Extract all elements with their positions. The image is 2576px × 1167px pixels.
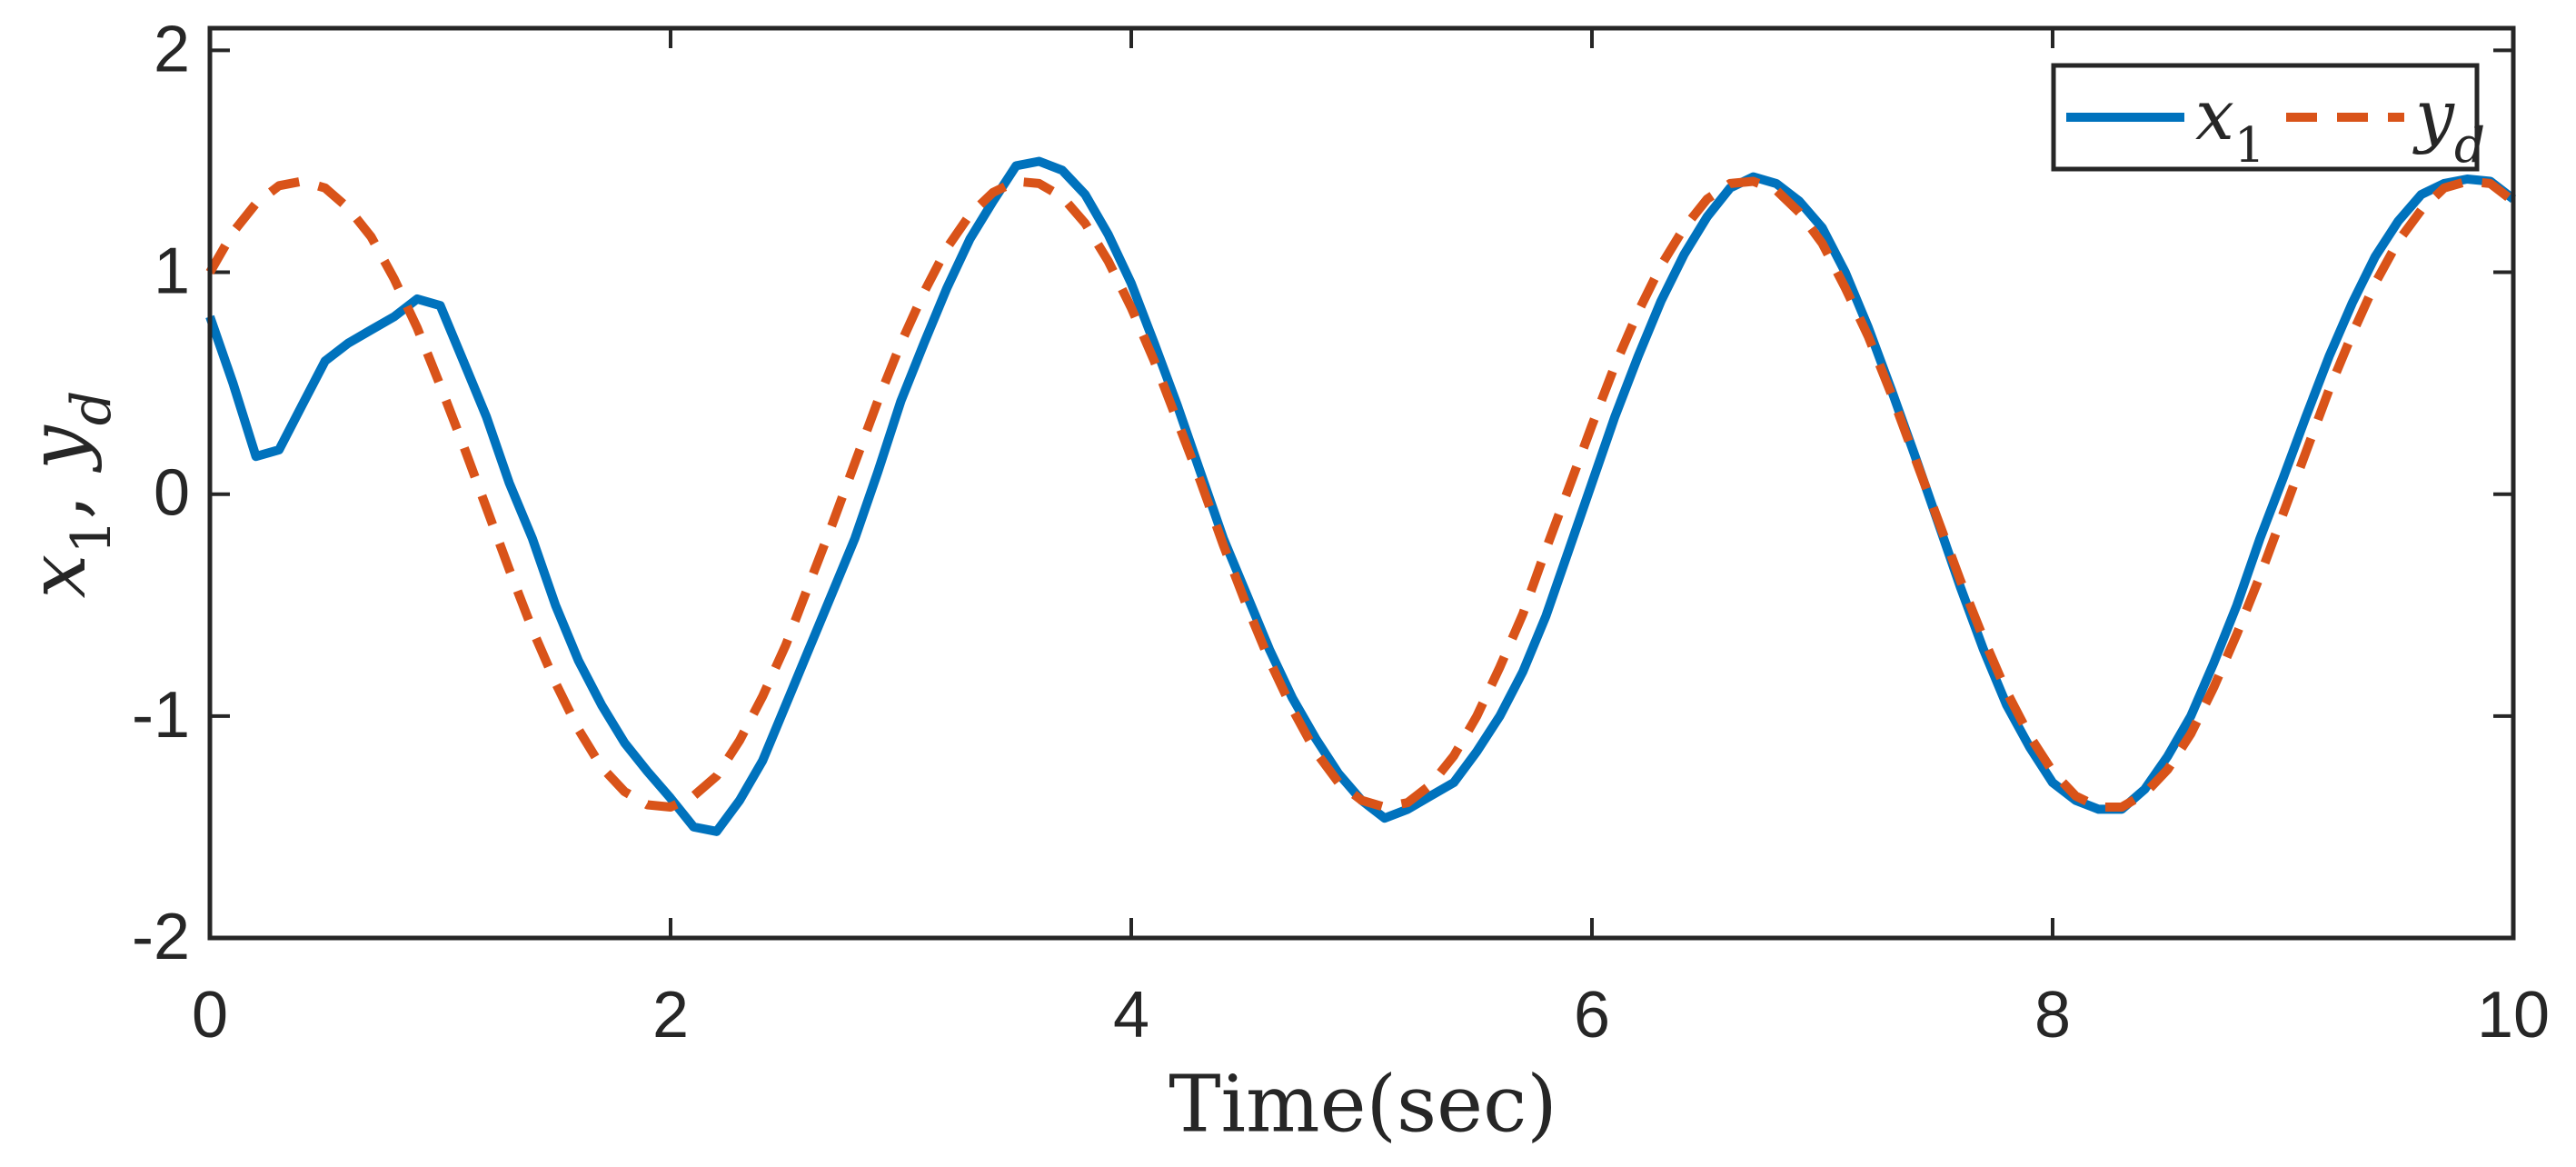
x-tick-label: 2 (652, 979, 689, 1052)
y-axis-title: x1, yd (13, 391, 124, 599)
x-tick-label: 6 (1574, 979, 1610, 1052)
plot-frame (207, 25, 2516, 941)
y-tick-label: 1 (154, 235, 190, 308)
x-tick-label: 0 (192, 979, 228, 1052)
y-tick-label: -1 (132, 679, 190, 752)
legend-label: x1 (2195, 75, 2265, 174)
x-tick-label: 10 (2477, 979, 2550, 1052)
x-tick-label: 4 (1113, 979, 1149, 1052)
x-tick-label: 8 (2034, 979, 2071, 1052)
series-line (205, 176, 2517, 812)
y-tick-label: -2 (132, 901, 190, 973)
x-axis-title: Time(sec) (1169, 1060, 1557, 1151)
y-tick-label: 0 (154, 457, 190, 530)
legend-label: yd (2412, 75, 2485, 174)
series-line (205, 156, 2517, 836)
y-tick-label: 2 (154, 13, 190, 85)
